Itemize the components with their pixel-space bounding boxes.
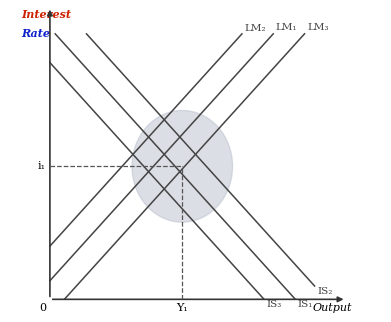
Text: Output: Output: [312, 303, 352, 313]
Text: Rate: Rate: [21, 28, 50, 39]
Text: LM₃: LM₃: [307, 24, 329, 33]
Text: IS₃: IS₃: [266, 300, 282, 309]
Ellipse shape: [132, 110, 233, 222]
Text: IS₂: IS₂: [317, 287, 333, 296]
Text: 0: 0: [39, 303, 46, 313]
Text: Interest: Interest: [21, 9, 71, 20]
Text: i₁: i₁: [38, 161, 46, 171]
Text: LM₂: LM₂: [245, 24, 266, 33]
Text: Y₁: Y₁: [176, 303, 188, 313]
Text: IS₁: IS₁: [298, 300, 313, 309]
Text: LM₁: LM₁: [276, 24, 298, 33]
